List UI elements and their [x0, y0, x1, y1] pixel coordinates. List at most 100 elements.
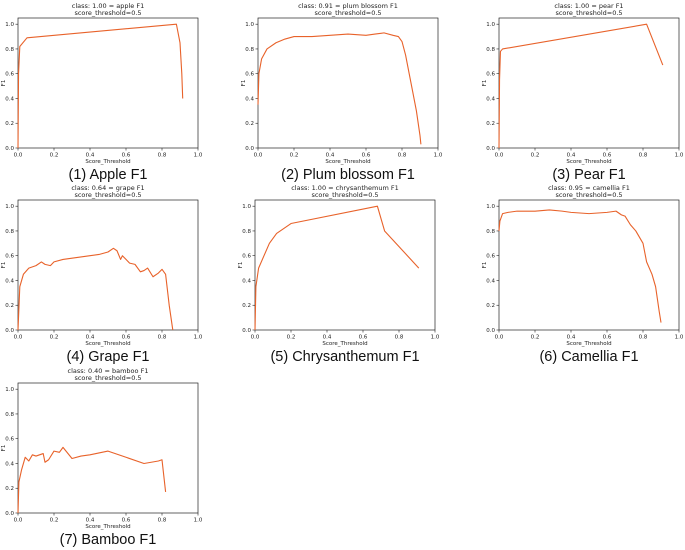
axes-frame — [17, 17, 199, 149]
x-tick-label: 0.0 — [14, 153, 23, 159]
y-tick-label: 0.2 — [5, 486, 14, 492]
y-tick-label: 0.0 — [486, 146, 495, 152]
chart-title: class: 0.64 = grape F1 — [71, 184, 144, 192]
y-tick-label: 0.4 — [486, 278, 495, 284]
subplot-5: class: 1.00 = chrysanthemum F1score_thre… — [238, 184, 440, 365]
series-line-1 — [254, 205, 420, 331]
x-tick-label: 0.0 — [251, 335, 260, 341]
subplot-2: class: 0.91 = plum blossom F1score_thres… — [241, 2, 443, 183]
x-tick-label: 0.2 — [50, 153, 59, 159]
x-tick-label: 0.4 — [567, 335, 576, 341]
y-tick-label: 0.6 — [5, 254, 14, 260]
x-tick-label: 0.6 — [122, 153, 131, 159]
y-tick-label: 0.8 — [5, 412, 14, 418]
chart-subtitle: score_threshold=0.5 — [555, 191, 622, 199]
chart-subtitle: score_threshold=0.5 — [555, 9, 622, 17]
series-line-1 — [498, 209, 662, 323]
y-tick-label: 0.6 — [5, 437, 14, 443]
series-line-1 — [17, 23, 184, 149]
y-tick-label: 0.4 — [5, 278, 14, 284]
x-tick-label: 1.0 — [434, 153, 443, 159]
x-tick-label: 0.8 — [158, 518, 167, 524]
y-tick-label: 0.4 — [242, 278, 251, 284]
chart-subtitle: score_threshold=0.5 — [74, 9, 141, 17]
subplot-3: class: 1.00 = pear F1score_threshold=0.5… — [482, 2, 684, 183]
x-axis-label: Score_Threshold — [322, 341, 367, 347]
x-tick-label: 0.2 — [531, 153, 540, 159]
x-tick-label: 0.6 — [122, 518, 131, 524]
series-line-1 — [17, 247, 174, 331]
subplot-caption: (1) Apple F1 — [69, 167, 148, 183]
subplot-caption: (4) Grape F1 — [67, 349, 150, 365]
y-tick-label: 0.0 — [5, 511, 14, 517]
x-tick-label: 1.0 — [194, 518, 203, 524]
chart-title: class: 1.00 = chrysanthemum F1 — [291, 184, 399, 192]
x-tick-label: 1.0 — [431, 335, 440, 341]
y-tick-label: 0.6 — [5, 72, 14, 78]
x-tick-label: 0.6 — [362, 153, 371, 159]
x-tick-label: 0.2 — [50, 335, 59, 341]
x-tick-label: 0.4 — [86, 153, 95, 159]
x-tick-label: 0.0 — [495, 153, 504, 159]
x-tick-label: 1.0 — [675, 335, 684, 341]
x-tick-label: 0.0 — [254, 153, 263, 159]
y-tick-label: 0.0 — [242, 328, 251, 334]
x-axis-label: Score_Threshold — [85, 341, 130, 347]
x-tick-label: 0.8 — [158, 335, 167, 341]
series-line-1 — [257, 32, 422, 145]
subplot-caption: (2) Plum blossom F1 — [281, 167, 415, 183]
y-tick-label: 0.4 — [486, 96, 495, 102]
x-tick-label: 0.4 — [86, 335, 95, 341]
x-tick-label: 0.0 — [14, 335, 23, 341]
x-tick-label: 1.0 — [194, 153, 203, 159]
y-axis-label: F1 — [1, 262, 7, 269]
chart-subtitle: score_threshold=0.5 — [314, 9, 381, 17]
y-tick-label: 0.8 — [245, 47, 254, 53]
chart-subtitle: score_threshold=0.5 — [311, 191, 378, 199]
x-tick-label: 0.8 — [158, 153, 167, 159]
y-axis-label: F1 — [482, 80, 488, 87]
x-tick-label: 0.8 — [398, 153, 407, 159]
y-axis-label: F1 — [1, 445, 7, 452]
y-tick-label: 0.8 — [486, 47, 495, 53]
series-line-1 — [17, 446, 167, 514]
x-axis-label: Score_Threshold — [85, 524, 130, 530]
y-tick-label: 0.2 — [486, 303, 495, 309]
x-tick-label: 0.8 — [395, 335, 404, 341]
x-tick-label: 0.0 — [14, 518, 23, 524]
y-tick-label: 0.8 — [242, 229, 251, 235]
subplot-caption: (3) Pear F1 — [552, 167, 625, 183]
x-tick-label: 0.6 — [359, 335, 368, 341]
chart-subtitle: score_threshold=0.5 — [74, 374, 141, 382]
y-axis-label: F1 — [482, 262, 488, 269]
x-axis-label: Score_Threshold — [325, 159, 370, 165]
y-axis-label: F1 — [241, 80, 247, 87]
x-tick-label: 0.0 — [495, 335, 504, 341]
y-tick-label: 1.0 — [245, 22, 254, 28]
subplot-7: class: 0.40 = bamboo F1score_threshold=0… — [1, 367, 203, 548]
x-tick-label: 0.4 — [86, 518, 95, 524]
axes-frame — [254, 199, 436, 331]
y-tick-label: 1.0 — [5, 22, 14, 28]
series-line-1 — [498, 23, 664, 149]
subplot-6: class: 0.95 = camellia F1score_threshold… — [482, 184, 684, 365]
y-tick-label: 0.4 — [5, 461, 14, 467]
x-tick-label: 0.6 — [603, 153, 612, 159]
y-tick-label: 1.0 — [5, 387, 14, 393]
axes-frame — [498, 199, 680, 331]
axes-frame — [17, 382, 199, 514]
x-tick-label: 0.6 — [603, 335, 612, 341]
subplot-1: class: 1.00 = apple F1score_threshold=0.… — [1, 2, 203, 183]
y-tick-label: 0.2 — [5, 121, 14, 127]
y-tick-label: 0.8 — [486, 229, 495, 235]
x-tick-label: 0.8 — [639, 153, 648, 159]
y-tick-label: 0.6 — [245, 72, 254, 78]
y-tick-label: 0.0 — [5, 328, 14, 334]
y-tick-label: 0.2 — [245, 121, 254, 127]
x-tick-label: 0.4 — [326, 153, 335, 159]
y-tick-label: 0.8 — [5, 229, 14, 235]
x-axis-label: Score_Threshold — [566, 341, 611, 347]
y-tick-label: 0.0 — [245, 146, 254, 152]
y-tick-label: 0.4 — [5, 96, 14, 102]
